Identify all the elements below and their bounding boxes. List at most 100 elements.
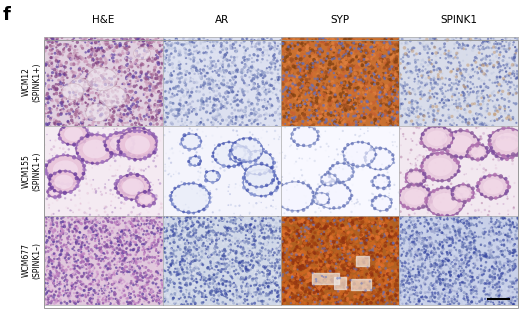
Point (242, 177, 251, 182)
Point (447, 61, 455, 66)
Point (93, 56, 101, 61)
Point (306, 74, 315, 79)
Point (428, 51, 437, 56)
Point (414, 58, 422, 63)
Point (158, 95, 167, 100)
Point (187, 272, 195, 276)
Point (174, 111, 183, 116)
Point (74, 115, 82, 120)
Point (501, 266, 509, 271)
Point (396, 225, 405, 230)
Point (227, 118, 235, 123)
Point (135, 190, 143, 195)
Point (265, 86, 273, 91)
Point (181, 120, 189, 125)
Point (504, 73, 512, 78)
Point (252, 86, 260, 91)
Point (70, 123, 78, 128)
Point (291, 216, 300, 221)
Point (220, 75, 229, 80)
Point (412, 160, 420, 165)
Point (317, 264, 325, 269)
Point (74, 221, 82, 226)
Point (392, 59, 400, 64)
Point (217, 237, 225, 242)
Point (277, 203, 286, 208)
Point (295, 60, 304, 65)
Point (75, 55, 83, 60)
Point (280, 298, 288, 303)
Point (482, 57, 490, 62)
Point (337, 72, 345, 77)
Point (146, 218, 155, 223)
Point (61, 252, 69, 257)
Point (61, 248, 69, 253)
Point (235, 239, 244, 244)
Point (402, 275, 410, 280)
Point (153, 293, 161, 298)
Point (367, 108, 376, 113)
Point (416, 289, 425, 294)
Point (393, 72, 401, 77)
Point (462, 262, 471, 267)
Point (139, 37, 147, 42)
Point (297, 289, 305, 294)
Point (392, 292, 400, 297)
Point (438, 258, 447, 263)
Point (353, 54, 361, 59)
Point (378, 47, 386, 52)
Point (338, 276, 346, 281)
Point (281, 123, 290, 128)
Point (402, 283, 411, 288)
Point (509, 280, 517, 285)
Point (258, 71, 267, 76)
Point (513, 63, 521, 68)
Point (92, 214, 100, 219)
Point (42, 103, 50, 108)
Point (390, 300, 398, 305)
Point (200, 81, 209, 86)
Point (231, 226, 239, 231)
Point (344, 75, 353, 80)
Point (311, 60, 319, 65)
Point (69, 272, 77, 277)
Point (497, 288, 506, 293)
Point (269, 253, 277, 258)
Point (297, 72, 305, 77)
Point (278, 235, 286, 240)
Point (453, 109, 462, 114)
Point (389, 143, 397, 148)
Point (502, 191, 510, 196)
Point (302, 77, 311, 82)
Point (507, 224, 515, 229)
Point (67, 107, 76, 112)
Point (128, 258, 137, 263)
Point (429, 104, 438, 109)
Point (493, 107, 501, 112)
Point (119, 248, 127, 253)
Point (256, 220, 265, 225)
Point (433, 213, 441, 218)
Point (184, 260, 192, 265)
Point (85, 80, 93, 85)
Point (134, 219, 143, 224)
Point (292, 254, 300, 259)
Point (125, 52, 133, 57)
Point (469, 62, 477, 67)
Point (342, 240, 350, 245)
Point (348, 58, 357, 63)
Point (128, 235, 137, 240)
Point (349, 254, 357, 259)
Point (244, 291, 253, 296)
Point (266, 256, 274, 261)
Point (55, 146, 64, 151)
Point (81, 294, 89, 299)
Point (357, 99, 366, 104)
Point (401, 292, 410, 297)
Point (469, 49, 477, 53)
Point (47, 285, 55, 290)
Point (144, 58, 152, 63)
Point (379, 215, 388, 220)
Point (50, 283, 58, 288)
Point (94, 61, 103, 66)
